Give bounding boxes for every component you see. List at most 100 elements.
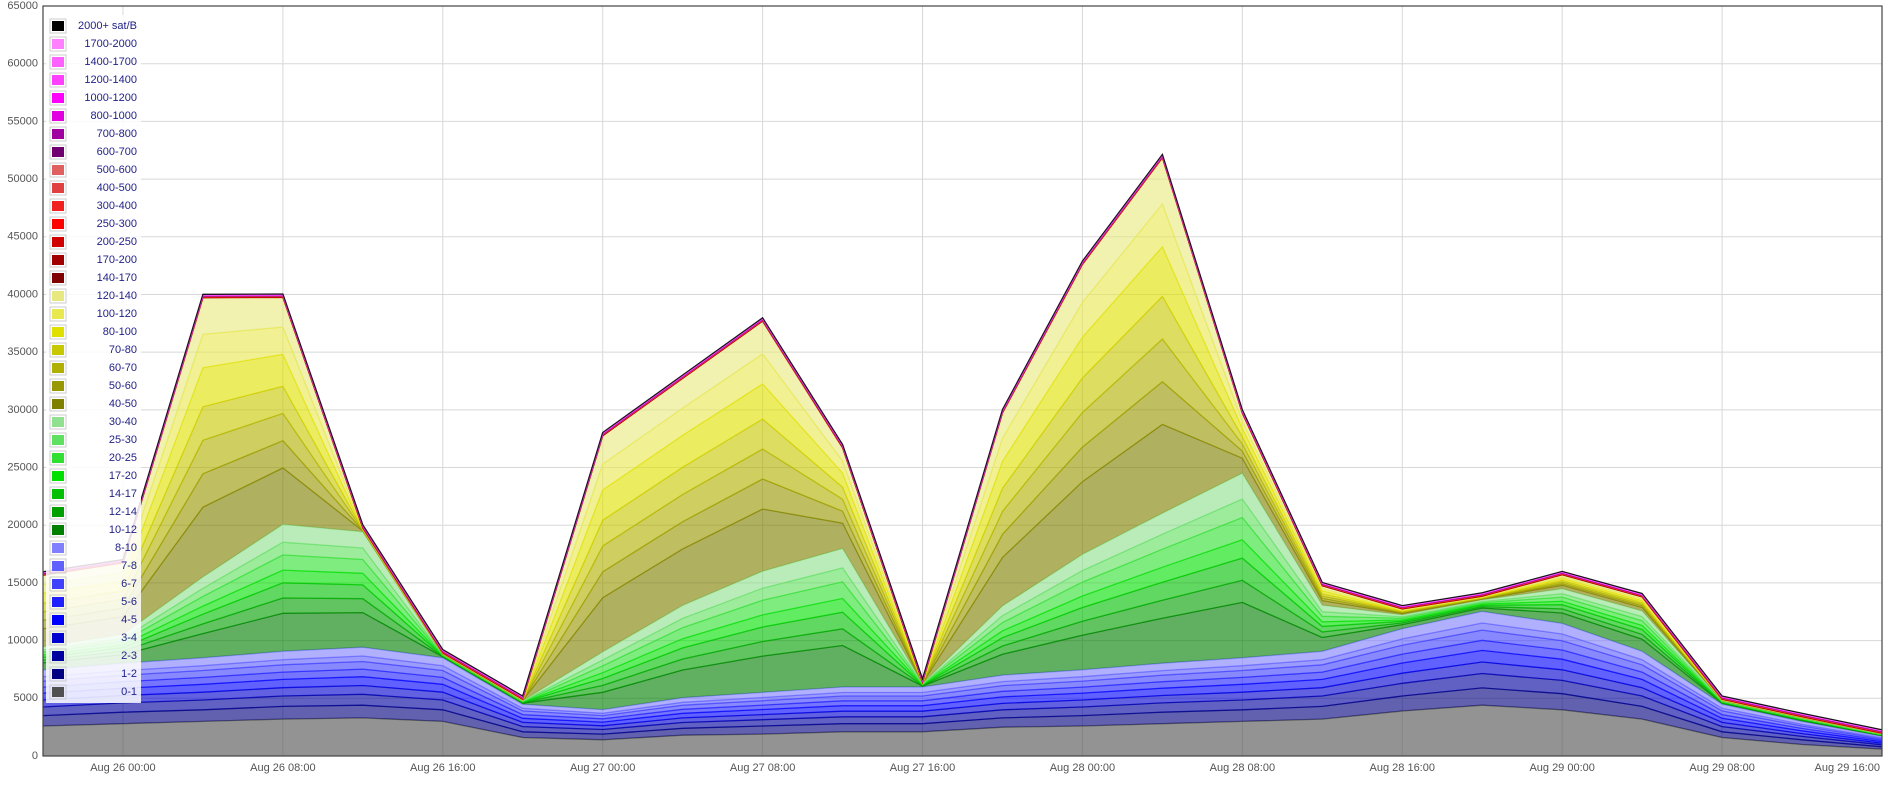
legend-swatch-border (49, 360, 67, 376)
legend-label: 0-1 (121, 686, 137, 698)
legend-swatch (52, 39, 64, 49)
legend-swatch (52, 543, 64, 553)
legend-swatch-border (49, 540, 67, 556)
legend-label: 12-14 (109, 506, 137, 518)
y-tick-label: 45000 (7, 231, 38, 243)
legend-label: 200-250 (97, 236, 137, 248)
plot-frame (42, 5, 1883, 757)
legend-label: 600-700 (97, 146, 137, 158)
legend-label: 8-10 (115, 542, 137, 554)
legend-swatch-border (49, 144, 67, 160)
legend-swatch (52, 93, 64, 103)
legend-label: 4-5 (121, 614, 137, 626)
legend-label: 1700-2000 (84, 38, 137, 50)
legend-swatch (52, 489, 64, 499)
legend-label: 800-1000 (91, 110, 138, 122)
legend-swatch-border (49, 342, 67, 358)
x-tick-label: Aug 29 00:00 (1529, 762, 1594, 774)
legend-label: 6-7 (121, 578, 137, 590)
areas (42, 152, 1883, 756)
legend-label: 25-30 (109, 434, 137, 446)
legend-label: 1000-1200 (84, 92, 137, 104)
legend-swatch (52, 507, 64, 517)
legend-label: 70-80 (109, 344, 137, 356)
legend-label: 170-200 (97, 254, 137, 266)
legend-label: 500-600 (97, 164, 137, 176)
legend-swatch-border (49, 450, 67, 466)
legend-swatch-border (49, 558, 67, 574)
legend-swatch (52, 129, 64, 139)
legend-swatch-border (49, 72, 67, 88)
legend-swatch-border (49, 162, 67, 178)
legend-label: 10-12 (109, 524, 137, 536)
legend-label: 7-8 (121, 560, 137, 572)
legend-swatch (52, 453, 64, 463)
area (43, 499, 1882, 735)
y-tick-label: 35000 (7, 346, 38, 358)
legend-swatch (52, 327, 64, 337)
legend-swatch-border (49, 18, 67, 34)
x-tick-label: Aug 27 00:00 (570, 762, 635, 774)
legend-swatch-border (49, 522, 67, 538)
x-tick-label: Aug 26 16:00 (410, 762, 475, 774)
y-tick-label: 10000 (7, 635, 38, 647)
legend-label: 120-140 (97, 290, 137, 302)
legend-swatch (52, 399, 64, 409)
legend-label: 14-17 (109, 488, 137, 500)
legend-label: 140-170 (97, 272, 137, 284)
legend-label: 1200-1400 (84, 74, 137, 86)
legend-swatch (52, 471, 64, 481)
legend-label: 50-60 (109, 380, 137, 392)
legend-swatch-border (49, 90, 67, 106)
legend-swatch (52, 417, 64, 427)
legend-swatch (52, 525, 64, 535)
legend-label: 100-120 (97, 308, 137, 320)
legend-swatch (52, 219, 64, 229)
y-tick-label: 60000 (7, 58, 38, 70)
x-tick-label: Aug 26 08:00 (250, 762, 315, 774)
legend-swatch-border (49, 288, 67, 304)
y-tick-label: 50000 (7, 173, 38, 185)
legend-swatch-border (49, 396, 67, 412)
legend-label: 1-2 (121, 668, 137, 680)
legend-label: 700-800 (97, 128, 137, 140)
y-tick-label: 5000 (14, 692, 38, 704)
legend-swatch (52, 381, 64, 391)
legend-swatch-border (49, 612, 67, 628)
legend-swatch-border (49, 324, 67, 340)
area (43, 705, 1882, 756)
legend-swatch-border (49, 576, 67, 592)
legend-swatch-border (49, 432, 67, 448)
legend-swatch-border (49, 234, 67, 250)
legend-swatch (52, 633, 64, 643)
legend-swatch-border (49, 630, 67, 646)
legend-label: 250-300 (97, 218, 137, 230)
area (43, 673, 1882, 747)
legend-swatch (52, 435, 64, 445)
legend-swatch-border (49, 594, 67, 610)
legend-swatch-border (49, 270, 67, 286)
y-tick-label: 15000 (7, 577, 38, 589)
legend-label: 2000+ sat/B (78, 20, 137, 32)
legend-swatch (52, 687, 64, 697)
legend-swatch-border (49, 198, 67, 214)
legend-swatch-border (49, 216, 67, 232)
x-tick-label: Aug 26 00:00 (90, 762, 155, 774)
legend-swatch-border (49, 126, 67, 142)
y-tick-label: 25000 (7, 461, 38, 473)
legend-label: 40-50 (109, 398, 137, 410)
y-tick-label: 55000 (7, 115, 38, 127)
x-tick-label: Aug 28 16:00 (1370, 762, 1435, 774)
y-tick-label: 30000 (7, 404, 38, 416)
x-tick-label: Aug 28 00:00 (1050, 762, 1115, 774)
legend-swatch (52, 255, 64, 265)
legend-swatch (52, 273, 64, 283)
legend-label: 60-70 (109, 362, 137, 374)
legend-swatch (52, 21, 64, 31)
legend-swatch (52, 309, 64, 319)
legend-swatch (52, 669, 64, 679)
legend-swatch-border (49, 468, 67, 484)
x-tick-label: Aug 29 08:00 (1689, 762, 1754, 774)
